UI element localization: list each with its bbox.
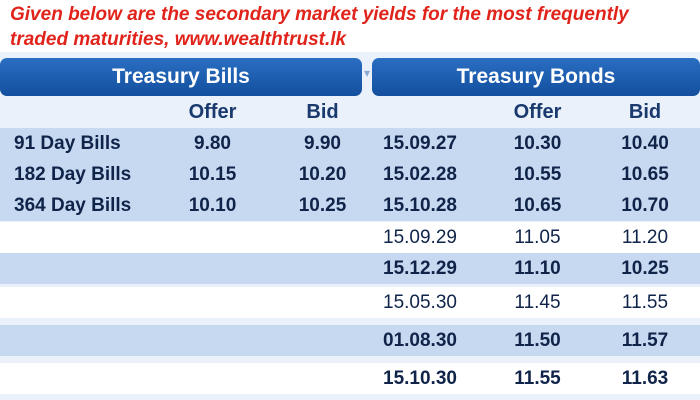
bill-offer-value — [165, 287, 260, 318]
bond-offer-value: 11.05 — [514, 227, 561, 248]
bill-offer-value — [165, 363, 260, 394]
bond-maturity: 15.09.29 — [383, 227, 457, 248]
treasury-bills-header: Treasury Bills — [0, 58, 362, 96]
header-separator-arrow-icon: ▾ — [364, 66, 371, 80]
intro-line-2: traded maturities, www.wealthtrust.lk — [10, 29, 347, 50]
bill-offer-value: 10.10 — [188, 195, 237, 216]
table-row: 364 Day Bills 10.10 10.25 15.10.28 10.65 10.7… — [0, 190, 700, 221]
table-row: 15.12.29 11.10 10.25 — [0, 253, 700, 284]
table-row: 91 Day Bills 9.80 9.90 15.09.27 10.30 10.40 — [0, 128, 700, 159]
bond-maturity: 15.05.30 — [383, 292, 457, 313]
bond-offer-value: 11.10 — [514, 258, 561, 279]
bill-name: 91 Day Bills — [14, 133, 121, 154]
bond-bid-value: 11.63 — [621, 368, 669, 389]
bill-offer-value: 9.80 — [194, 133, 231, 154]
bill-offer-value — [165, 222, 260, 253]
bond-bid-value: 10.70 — [621, 195, 669, 216]
table-row: 15.10.30 11.55 11.63 — [0, 363, 700, 394]
bond-bid-value: 10.25 — [621, 258, 669, 279]
treasury-bonds-header: Treasury Bonds — [372, 58, 700, 96]
bill-name: 364 Day Bills — [14, 195, 132, 216]
bonds-bid-header: Bid — [628, 101, 662, 123]
bond-bid-value: 10.40 — [621, 133, 669, 154]
bills-bid-header: Bid — [306, 101, 339, 123]
bill-bid-value — [285, 222, 360, 253]
bonds-offer-header: Offer — [513, 101, 562, 123]
bill-name: 182 Day Bills — [14, 164, 132, 185]
bill-bid-value — [285, 325, 360, 356]
bond-offer-value: 10.65 — [513, 195, 562, 216]
bond-maturity: 01.08.30 — [383, 330, 457, 351]
bill-bid-value — [285, 253, 360, 284]
bond-bid-value: 10.65 — [621, 164, 669, 185]
table-row: 01.08.30 11.50 11.57 — [0, 325, 700, 356]
bill-bid-value: 10.25 — [298, 195, 347, 216]
bill-bid-value — [285, 287, 360, 318]
bond-maturity: 15.12.29 — [383, 258, 457, 279]
bond-offer-value: 11.50 — [514, 330, 561, 351]
bill-offer-value — [165, 253, 260, 284]
bond-maturity: 15.10.28 — [383, 195, 457, 216]
intro-text: Given below are the secondary market yie… — [10, 2, 690, 52]
table-row: 15.09.29 11.05 11.20 — [0, 222, 700, 253]
bond-bid-value: 11.20 — [621, 227, 669, 248]
bond-offer-value: 10.30 — [513, 133, 562, 154]
bond-offer-value: 11.55 — [514, 368, 561, 389]
bond-maturity: 15.09.27 — [383, 133, 457, 154]
bond-maturity: 15.10.30 — [383, 368, 457, 389]
bond-maturity: 15.02.28 — [383, 164, 457, 185]
bond-bid-value: 11.55 — [621, 292, 669, 313]
table-row: 15.05.30 11.45 11.55 — [0, 287, 700, 318]
bill-offer-value — [165, 325, 260, 356]
intro-line-1: Given below are the secondary market yie… — [10, 4, 629, 25]
bill-bid-value — [285, 363, 360, 394]
table-row: 182 Day Bills 10.15 10.20 15.02.28 10.55 10.6… — [0, 159, 700, 190]
bill-bid-value: 10.20 — [298, 164, 347, 185]
bond-bid-value: 11.57 — [621, 330, 669, 351]
bond-offer-value: 10.55 — [513, 164, 562, 185]
bond-offer-value: 11.45 — [514, 292, 561, 313]
bills-offer-header: Offer — [188, 101, 237, 123]
bill-bid-value: 9.90 — [304, 133, 341, 154]
bill-offer-value: 10.15 — [188, 164, 237, 185]
